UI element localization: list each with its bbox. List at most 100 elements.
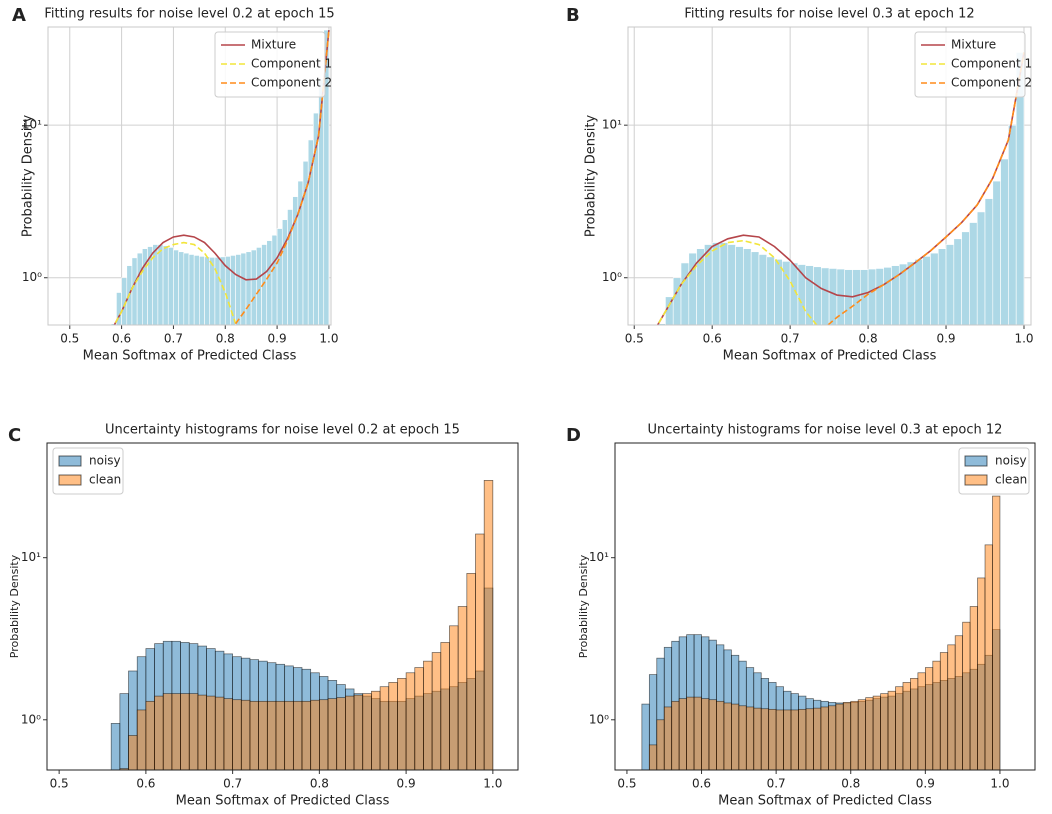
- histogram-bar: [962, 621, 971, 770]
- histogram-bar: [145, 700, 155, 770]
- histogram-bar: [475, 533, 485, 770]
- histogram-bar: [310, 699, 320, 770]
- histogram-bar: [319, 699, 329, 770]
- x-axis-label: Mean Softmax of Predicted Class: [83, 349, 297, 364]
- histogram-bar: [128, 735, 138, 770]
- panel-letter: A: [12, 5, 26, 26]
- y-tick-label: 10¹: [21, 550, 41, 564]
- histogram-bar: [256, 247, 262, 325]
- chart-title: Uncertainty histograms for noise level 0…: [648, 423, 1003, 438]
- histogram-bar: [743, 248, 752, 325]
- legend-label: clean: [995, 473, 1027, 487]
- x-tick-label: 0.5: [617, 777, 636, 791]
- chart-panel: 0.5 0.6 0.7 0.8 0.9 1.0 10⁰ 10¹ Uncertainty hist…: [8, 423, 519, 809]
- histogram-bar: [766, 256, 775, 325]
- histogram-bar: [735, 246, 744, 325]
- histogram-bar: [680, 262, 690, 325]
- histogram-bar: [693, 696, 702, 770]
- legend-label: Component 2: [251, 76, 332, 90]
- x-tick-label: 0.6: [112, 332, 131, 346]
- histogram-bar: [711, 242, 721, 325]
- histogram-bar: [284, 700, 294, 770]
- histogram-bar: [157, 244, 164, 325]
- histogram-bar: [219, 256, 226, 325]
- histogram-bar: [857, 699, 867, 770]
- histogram-bar: [672, 277, 682, 325]
- histogram-bar: [275, 700, 286, 770]
- histogram-bar: [701, 698, 710, 770]
- axes-frame: [46, 442, 519, 771]
- x-axis-label: Mean Softmax of Predicted Class: [723, 349, 937, 364]
- histogram-bar: [932, 660, 941, 770]
- histogram-bar: [875, 268, 884, 325]
- histogram-bar: [327, 698, 338, 770]
- histogram-bar: [414, 667, 424, 770]
- histogram-bar: [828, 705, 837, 770]
- histogram-bar: [880, 693, 889, 770]
- legend-label: noisy: [995, 454, 1027, 468]
- histogram-bar: [271, 234, 278, 325]
- histogram-bar: [110, 723, 121, 770]
- histogram-bar: [969, 606, 978, 770]
- histogram-bar: [301, 700, 312, 770]
- chart-panel: 0.5 0.6 0.7 0.8 0.9 1.0 10⁰ 10¹ Fitting results …: [12, 5, 338, 364]
- histogram-bar: [977, 577, 986, 770]
- panel-letter: B: [566, 5, 580, 26]
- histogram-bar: [206, 695, 216, 770]
- plot-area: [656, 52, 1025, 325]
- histogram-bar: [738, 705, 747, 770]
- histogram-bar: [197, 694, 207, 770]
- x-tick-label: 0.7: [767, 777, 786, 791]
- legend-label: Component 2: [951, 76, 1032, 90]
- histogram-bar: [142, 248, 148, 325]
- histogram-bar: [745, 706, 755, 770]
- histogram-bar: [353, 694, 364, 770]
- histogram-bar: [723, 702, 732, 770]
- histogram-bar: [716, 700, 725, 770]
- histogram-bar: [235, 254, 242, 325]
- histogram-bar: [431, 652, 442, 770]
- histogram-bar: [258, 700, 268, 770]
- x-tick-label: 1.0: [990, 777, 1009, 791]
- histogram-bar: [727, 244, 736, 325]
- histogram-bar: [119, 693, 129, 770]
- y-tick-label: 10¹: [589, 550, 609, 564]
- histogram-bar: [323, 29, 330, 325]
- histogram-bar: [663, 706, 673, 770]
- legend-swatch: [964, 474, 988, 486]
- histogram-bar: [136, 252, 143, 325]
- chart-title: Fitting results for noise level 0.2 at e…: [44, 7, 334, 22]
- axes-frame: [614, 442, 1036, 771]
- histogram-bar: [731, 703, 740, 770]
- histogram-bar: [835, 703, 844, 770]
- x-tick-label: 1.0: [1014, 332, 1033, 346]
- histogram-bar: [895, 686, 904, 770]
- panel-letter: C: [8, 425, 21, 446]
- fit-line: [656, 239, 818, 325]
- histogram-bar: [976, 211, 986, 325]
- histogram-bar: [449, 625, 459, 770]
- histogram-bar: [947, 644, 956, 770]
- y-axis-label: Probability Density: [577, 554, 590, 658]
- y-tick-label: 10⁰: [602, 270, 622, 284]
- histogram-bar: [750, 251, 760, 325]
- histogram-bar: [656, 719, 665, 770]
- histogram-bar: [276, 228, 283, 325]
- histogram-bar: [214, 257, 221, 325]
- histogram-bar: [214, 696, 225, 770]
- y-tick-label: 10⁰: [22, 270, 42, 284]
- histogram-bar: [483, 480, 494, 770]
- legend-swatch: [964, 455, 988, 467]
- histogram-bar: [266, 700, 277, 770]
- plot-area: [110, 480, 494, 770]
- histogram-bar: [1008, 124, 1017, 325]
- histogram-bar: [790, 709, 799, 770]
- histogram-bar: [648, 744, 658, 770]
- chart-title: Fitting results for noise level 0.3 at e…: [684, 7, 974, 22]
- histogram-bar: [336, 697, 346, 770]
- histogram-bar: [821, 267, 830, 325]
- histogram-bar: [914, 259, 923, 325]
- x-tick-label: 1.0: [483, 777, 502, 791]
- histogram-bar: [440, 642, 450, 770]
